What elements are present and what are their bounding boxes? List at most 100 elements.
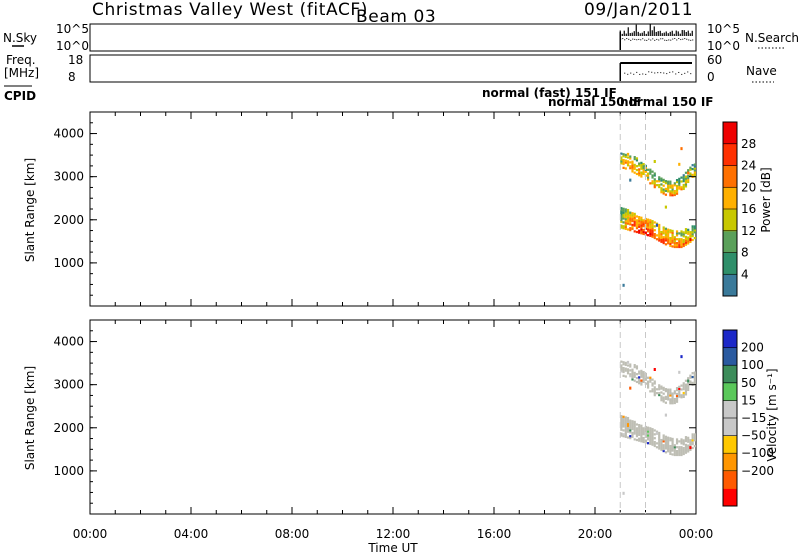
power-cell <box>684 235 688 239</box>
velocity-cell <box>689 441 692 444</box>
velocity-cell <box>633 424 636 427</box>
power-colorbar-tick-label: 12 <box>741 224 756 238</box>
cpid-entry-1: normal (fast) 151 IF <box>482 86 617 100</box>
power-cell <box>620 158 623 161</box>
power-cell <box>649 230 652 234</box>
power-cell <box>655 234 659 237</box>
velocity-cell <box>638 370 641 373</box>
velocity-cell <box>653 433 656 436</box>
velocity-cell <box>629 425 632 428</box>
velocity-cell <box>687 440 690 443</box>
velocity-cell <box>620 424 623 427</box>
velocity-cell <box>653 380 656 383</box>
power-cell <box>631 162 634 165</box>
velocity-cell <box>638 433 641 436</box>
power-cell <box>646 178 650 181</box>
velocity-cell <box>671 445 674 448</box>
velocity-cell <box>691 375 694 379</box>
power-cell <box>671 241 674 244</box>
power-cell <box>673 182 676 185</box>
power-cell <box>658 229 661 232</box>
velocity-cell <box>635 427 639 430</box>
freq-tick-high: 18 <box>68 53 83 67</box>
power-cell <box>633 165 636 168</box>
power-cell <box>622 211 625 214</box>
power-cell <box>631 166 634 169</box>
power-cell <box>680 245 683 249</box>
power-colorbar-swatch <box>723 143 737 166</box>
velocity-cell <box>633 371 636 375</box>
power-cell <box>635 219 639 222</box>
power-cell <box>684 185 688 188</box>
velocity-cell <box>629 429 632 432</box>
velocity-cell <box>671 443 674 446</box>
power-cell <box>622 207 625 210</box>
power-cell <box>682 185 685 189</box>
velocity-cell <box>691 437 694 440</box>
power-cell <box>655 184 659 187</box>
velocity-scatter <box>664 413 668 417</box>
velocity-cell <box>662 444 665 447</box>
nave-dot <box>636 71 638 73</box>
power-cell <box>644 170 647 173</box>
velocity-cell <box>680 449 683 453</box>
velocity-cell <box>658 447 661 450</box>
power-cell <box>689 168 692 171</box>
power-cell <box>633 230 636 233</box>
power-cell <box>642 221 645 224</box>
velocity-cell <box>667 444 670 447</box>
power-cell <box>624 219 627 223</box>
velocity-cell <box>640 373 643 376</box>
velocity-cell <box>624 367 627 370</box>
velocity-cell <box>644 427 647 431</box>
velocity-cell <box>687 382 690 386</box>
velocity-cell <box>631 433 634 436</box>
power-cell <box>667 190 670 193</box>
velocity-cell <box>671 398 674 401</box>
nsearch-dot <box>666 39 668 41</box>
power-cell <box>651 170 654 173</box>
nsearch-dot <box>672 38 674 40</box>
nave-dot <box>660 72 662 74</box>
velocity-cell <box>624 416 627 419</box>
nsearch-tick-low: 10^0 <box>707 39 740 53</box>
velocity-cell <box>669 400 672 403</box>
velocity-cell <box>640 426 643 429</box>
velocity-cell <box>646 442 650 445</box>
power-colorbar-tick-label: 28 <box>741 137 756 151</box>
power-cell <box>649 225 652 228</box>
velocity-cell <box>624 433 627 437</box>
power-cell <box>646 174 650 177</box>
power-cell <box>669 244 672 247</box>
velocity-colorbar-tick-label: 50 <box>741 376 756 390</box>
velocity-scatter <box>655 431 659 435</box>
nave-dot <box>669 71 671 73</box>
power-cell <box>671 192 674 195</box>
nsearch-dot <box>680 39 682 41</box>
velocity-cell <box>678 453 681 457</box>
velocity-cell <box>622 429 625 432</box>
velocity-cell <box>675 388 679 392</box>
velocity-cell <box>651 384 654 387</box>
power-cell <box>640 228 643 231</box>
power-cell <box>684 228 688 231</box>
velocity-cell <box>689 376 692 379</box>
power-cell <box>658 180 661 183</box>
power-cell <box>680 234 683 237</box>
velocity-cell <box>680 388 683 391</box>
nsearch-dot <box>690 39 692 41</box>
velocity-cell <box>660 395 663 398</box>
power-cell <box>684 181 688 184</box>
velocity-cell <box>684 385 688 388</box>
velocity-cell <box>671 394 674 397</box>
x-axis-label: Time UT <box>367 541 418 554</box>
velocity-cell <box>649 431 652 434</box>
power-cell <box>638 217 641 221</box>
power-cell <box>669 229 672 232</box>
nsearch-dot <box>658 39 660 41</box>
power-cell <box>669 190 672 193</box>
velocity-cell <box>620 418 623 422</box>
power-cell <box>691 238 694 242</box>
velocity-cell <box>682 439 685 442</box>
nave-tick-high: 60 <box>707 53 722 67</box>
